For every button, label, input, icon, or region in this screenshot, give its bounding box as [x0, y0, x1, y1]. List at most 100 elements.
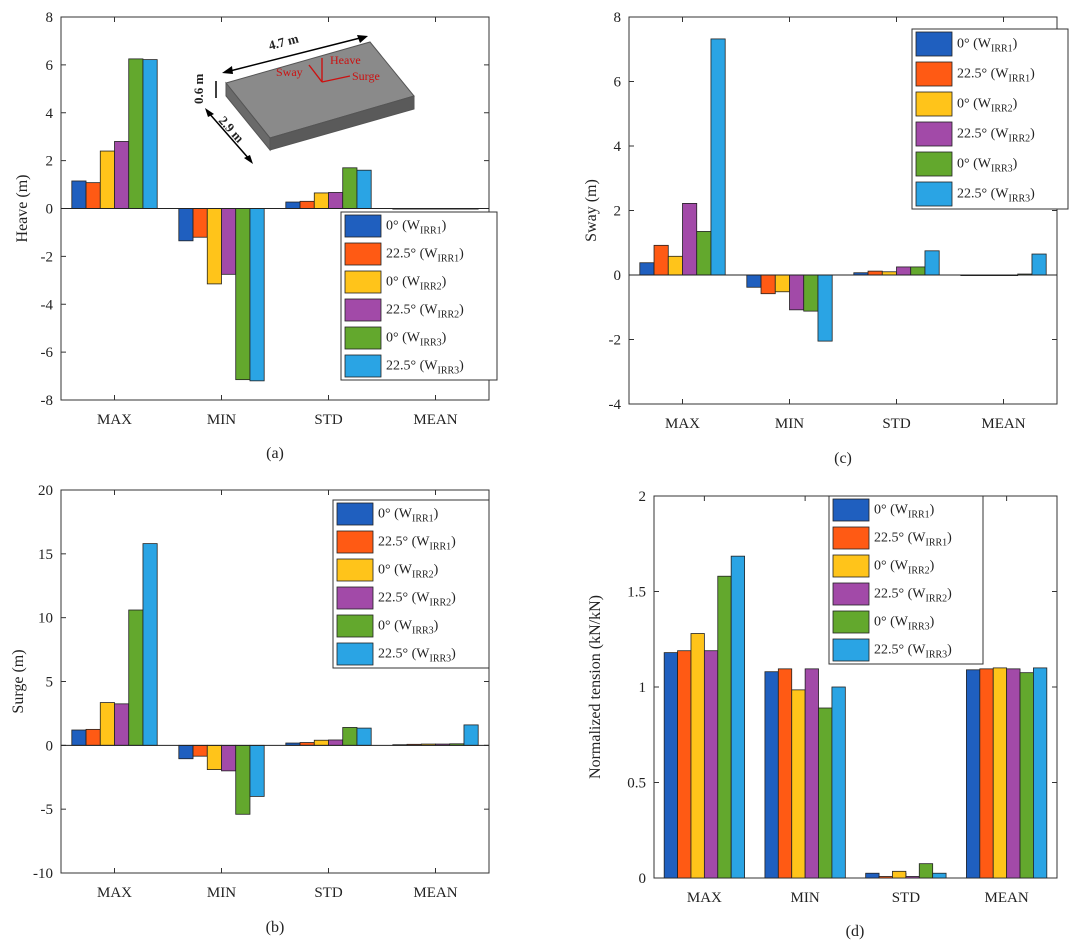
- legend-swatch: [344, 214, 382, 238]
- legend-swatch: [915, 61, 953, 87]
- x-tick-label: STD: [314, 412, 343, 428]
- y-tick-label: -4: [609, 397, 622, 413]
- legend-box: [828, 495, 984, 665]
- legend-swatch: [915, 151, 953, 177]
- bar: [192, 744, 208, 757]
- sway-label: Sway: [276, 65, 303, 79]
- width-arrow: [207, 111, 251, 161]
- bar: [966, 669, 981, 879]
- bar: [178, 208, 194, 242]
- height-label: 0.6 m: [191, 74, 206, 105]
- bar: [730, 555, 745, 879]
- y-tick-label: 2: [639, 489, 647, 505]
- x-tick-label: MAX: [687, 890, 722, 906]
- x-tick-label: MIN: [775, 416, 804, 432]
- bar: [342, 727, 358, 746]
- legend-label: 22.5° (WIRR1): [957, 67, 1035, 85]
- bar: [356, 169, 372, 209]
- x-tick-label: MEAN: [413, 885, 457, 901]
- bar: [717, 575, 732, 879]
- bar: [791, 689, 806, 879]
- surge-label: Surge: [352, 69, 380, 83]
- legend-box: [340, 211, 498, 381]
- panel-b-surge: -10 -5 0 5 10 15 20 MAX MIN STD MEAN Surge (m) (b) 0°…: [10, 483, 490, 936]
- bar: [831, 686, 846, 879]
- y-tick-label: -5: [41, 802, 54, 818]
- bar: [249, 744, 265, 797]
- legend-label: 22.5° (WIRR2): [378, 590, 456, 608]
- panel-label: (b): [266, 919, 285, 936]
- x-tick-label: STD: [314, 885, 343, 901]
- x-tick-label: MEAN: [981, 416, 1025, 432]
- legend: 0° (WIRR1) 22.5° (WIRR1) 0° (WIRR2) 22.5° (…: [911, 28, 1069, 210]
- bar: [142, 543, 158, 746]
- panel-d-tension: 0 0.5 1 1.5 2 MAX MIN STD MEAN Normalized tension…: [587, 489, 1058, 940]
- bar: [313, 192, 329, 209]
- legend-label: 0° (WIRR3): [386, 330, 447, 348]
- bar: [328, 192, 344, 209]
- x-tick-label: MIN: [207, 412, 236, 428]
- bar: [235, 208, 251, 381]
- legend-swatch: [832, 498, 870, 522]
- y-tick-label: 1: [639, 680, 647, 696]
- bar: [313, 739, 329, 746]
- bar: [924, 250, 940, 276]
- arrowhead: [222, 66, 233, 74]
- legend-swatch: [344, 270, 382, 294]
- bar: [206, 744, 222, 770]
- legend-label: 0° (WIRR1): [386, 218, 447, 236]
- length-arrow: [225, 36, 365, 73]
- legend-swatch: [832, 526, 870, 550]
- bar: [463, 724, 479, 746]
- bar: [867, 270, 883, 276]
- legend-label: 22.5° (WIRR2): [386, 302, 464, 320]
- y-axis-label: Normalized tension (kN/kN): [587, 595, 604, 779]
- bar: [979, 668, 994, 879]
- bar: [1033, 667, 1048, 879]
- legend-swatch: [832, 554, 870, 578]
- legend-swatch: [336, 642, 374, 666]
- y-tick-label: 8: [614, 10, 622, 26]
- bar: [910, 266, 926, 276]
- x-tick-label: STD: [892, 890, 921, 906]
- legend-label: 22.5° (WIRR3): [957, 187, 1035, 205]
- bar: [905, 876, 920, 879]
- legend-label: 0° (WIRR2): [957, 97, 1018, 115]
- bar: [99, 702, 115, 746]
- bar: [878, 876, 893, 879]
- legend-swatch: [344, 354, 382, 378]
- x-tick-label: MIN: [791, 890, 820, 906]
- legend-swatch: [832, 610, 870, 634]
- legend-swatch: [336, 558, 374, 582]
- legend-swatch: [344, 242, 382, 266]
- bar: [817, 274, 833, 342]
- bar: [178, 744, 194, 760]
- bar: [892, 870, 907, 879]
- bar: [99, 150, 115, 209]
- legend-label: 22.5° (WIRR2): [874, 586, 952, 604]
- legend-box: [332, 499, 490, 669]
- bar: [865, 872, 880, 879]
- bar: [896, 266, 912, 276]
- legend-swatch: [336, 614, 374, 638]
- bar: [818, 707, 833, 879]
- bar: [804, 668, 819, 879]
- legend-box: [911, 28, 1069, 210]
- bar: [639, 262, 655, 276]
- bar: [114, 141, 130, 209]
- legend-swatch: [344, 298, 382, 322]
- bar: [677, 650, 692, 879]
- x-tick-label: MIN: [207, 885, 236, 901]
- legend-label: 0° (WIRR2): [386, 274, 447, 292]
- y-tick-label: 5: [46, 675, 54, 691]
- legend-label: 22.5° (WIRR1): [386, 246, 464, 264]
- bar: [285, 201, 301, 209]
- legend-label: 22.5° (WIRR3): [378, 646, 456, 664]
- bar: [789, 274, 805, 311]
- bar: [803, 274, 819, 312]
- y-tick-label: -4: [41, 297, 54, 313]
- bar: [114, 703, 130, 746]
- legend-swatch: [915, 181, 953, 207]
